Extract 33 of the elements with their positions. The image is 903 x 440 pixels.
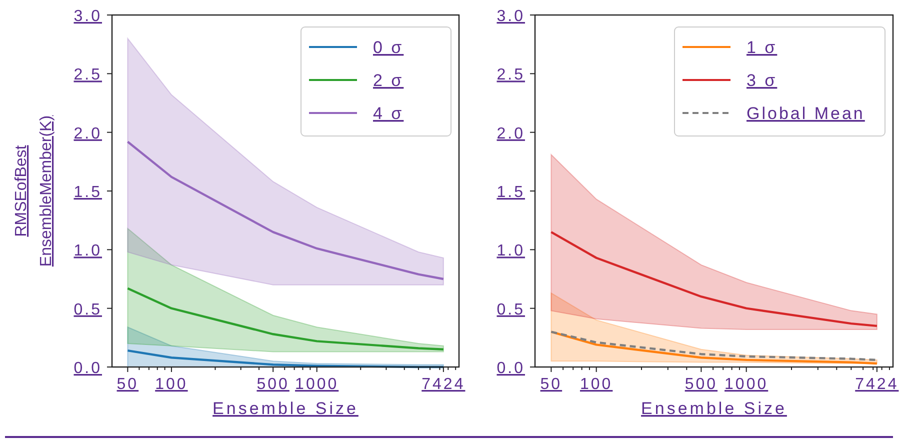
x-tick-label: 1000 bbox=[724, 376, 768, 393]
legend-label: Global Mean bbox=[746, 104, 865, 123]
x-axis-title: Ensemble Size bbox=[212, 399, 358, 418]
y-tick-label: 2.0 bbox=[74, 125, 102, 142]
y-tick-label: 0.5 bbox=[74, 301, 102, 318]
x-tick-label: 100 bbox=[580, 376, 613, 393]
y-tick-label: 0.0 bbox=[496, 360, 525, 377]
y-tick-label: 2.0 bbox=[496, 125, 525, 142]
y-tick-label: 2.5 bbox=[496, 66, 525, 84]
x-tick-label: 500 bbox=[256, 376, 290, 393]
y-tick-label: 3.0 bbox=[74, 8, 102, 25]
x-tick-label: 500 bbox=[684, 376, 718, 393]
x-tick-label: 7424 bbox=[855, 376, 899, 393]
x-tick-label: 50 bbox=[540, 376, 562, 393]
legend-label: 3 σ bbox=[746, 71, 778, 90]
legend-label: 1 σ bbox=[746, 38, 778, 57]
y-tick-label: 0.5 bbox=[496, 301, 525, 318]
y-tick-label: 2.5 bbox=[74, 66, 102, 84]
y-tick-label: 1.5 bbox=[74, 184, 102, 201]
y-tick-label: 1.0 bbox=[496, 242, 525, 260]
legend-label: 0 σ bbox=[373, 38, 404, 57]
x-tick-label: 100 bbox=[155, 376, 188, 393]
y-tick-label: 1.0 bbox=[74, 242, 102, 260]
y-tick-label: 0.0 bbox=[74, 360, 102, 377]
x-tick-label: 50 bbox=[116, 376, 139, 393]
x-tick-label: 1000 bbox=[295, 376, 339, 393]
legend-label: 2 σ bbox=[373, 71, 404, 90]
y-axis-title: RMSEofBest EnsembleMember(K) bbox=[13, 115, 55, 267]
legend-label: 4 σ bbox=[373, 104, 404, 123]
y-tick-label: 3.0 bbox=[496, 8, 525, 25]
x-axis-title: Ensemble Size bbox=[641, 399, 787, 418]
x-tick-label: 7424 bbox=[422, 376, 466, 393]
y-tick-label: 1.5 bbox=[496, 184, 525, 201]
